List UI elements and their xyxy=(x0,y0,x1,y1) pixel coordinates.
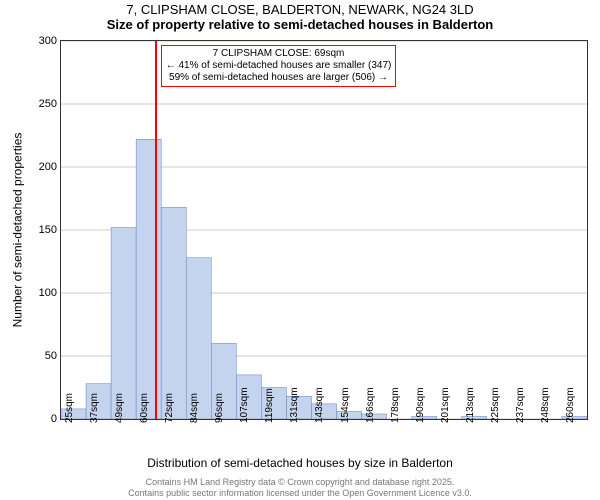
y-axis-label-wrap: Number of semi-detached properties xyxy=(10,40,24,420)
x-tick-label: 49sqm xyxy=(114,393,125,423)
x-tick-label: 72sqm xyxy=(164,393,175,423)
title-line-2: Size of property relative to semi-detach… xyxy=(0,17,600,32)
y-tick-label: 300 xyxy=(39,35,57,47)
callout-line-2: ← 41% of semi-detached houses are smalle… xyxy=(166,60,392,72)
credits: Contains HM Land Registry data © Crown c… xyxy=(0,477,600,498)
x-tick-label: 107sqm xyxy=(239,387,250,423)
chart-title: 7, CLIPSHAM CLOSE, BALDERTON, NEWARK, NG… xyxy=(0,2,600,32)
title-line-1: 7, CLIPSHAM CLOSE, BALDERTON, NEWARK, NG… xyxy=(0,2,600,17)
x-tick-label: 166sqm xyxy=(365,387,376,423)
x-tick-label: 225sqm xyxy=(490,387,501,423)
x-tick-label: 119sqm xyxy=(264,388,275,423)
y-tick-label: 200 xyxy=(39,161,57,173)
plot-svg xyxy=(61,41,587,419)
credit-line-1: Contains HM Land Registry data © Crown c… xyxy=(0,477,600,487)
x-axis-label: Distribution of semi-detached houses by … xyxy=(0,456,600,470)
y-tick-label: 250 xyxy=(39,98,57,110)
chart-container: 7, CLIPSHAM CLOSE, BALDERTON, NEWARK, NG… xyxy=(0,0,600,500)
x-tick-label: 201sqm xyxy=(440,387,451,423)
plot-area: 7 CLIPSHAM CLOSE: 69sqm ← 41% of semi-de… xyxy=(60,40,588,420)
credit-line-2: Contains public sector information licen… xyxy=(0,488,600,498)
y-tick-label: 150 xyxy=(39,224,57,236)
callout-box: 7 CLIPSHAM CLOSE: 69sqm ← 41% of semi-de… xyxy=(161,45,397,87)
x-tick-label: 260sqm xyxy=(565,387,576,423)
callout-line-1: 7 CLIPSHAM CLOSE: 69sqm xyxy=(166,48,392,60)
x-tick-label: 237sqm xyxy=(515,387,526,423)
reference-line xyxy=(155,41,157,419)
x-tick-label: 213sqm xyxy=(465,387,476,423)
y-tick-label: 50 xyxy=(45,350,57,362)
x-tick-label: 178sqm xyxy=(390,387,401,423)
x-tick-label: 96sqm xyxy=(214,393,225,423)
x-tick-label: 25sqm xyxy=(64,393,75,423)
y-tick-label: 100 xyxy=(39,287,57,299)
x-tick-label: 84sqm xyxy=(189,393,200,423)
callout-line-3: 59% of semi-detached houses are larger (… xyxy=(166,72,392,84)
x-tick-label: 131sqm xyxy=(289,387,300,423)
x-tick-label: 143sqm xyxy=(314,387,325,423)
y-tick-label: 0 xyxy=(51,413,57,425)
x-tick-label: 154sqm xyxy=(340,387,351,423)
x-tick-label: 60sqm xyxy=(139,393,150,423)
x-tick-label: 190sqm xyxy=(415,387,426,423)
x-tick-label: 248sqm xyxy=(540,387,551,423)
y-axis-label: Number of semi-detached properties xyxy=(10,133,24,328)
x-tick-label: 37sqm xyxy=(89,393,100,423)
